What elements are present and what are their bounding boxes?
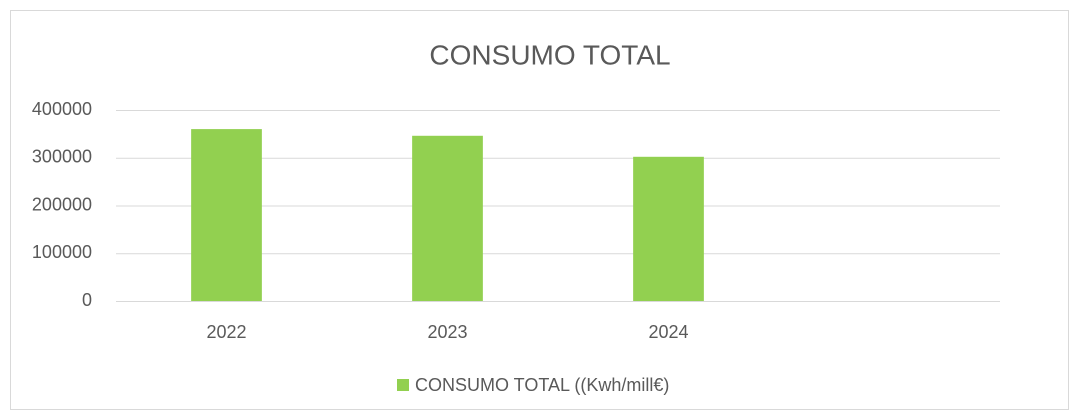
y-tick-label: 0: [82, 290, 92, 310]
legend-swatch: [397, 379, 409, 391]
y-tick-label: 300000: [32, 147, 92, 167]
x-tick-label: 2022: [206, 322, 246, 342]
legend-label: CONSUMO TOTAL ((Kwh/mill€): [415, 375, 669, 395]
bar: [633, 156, 704, 301]
chart-title: CONSUMO TOTAL: [429, 39, 670, 70]
y-tick-label: 400000: [32, 99, 92, 119]
chart-frame: [10, 10, 1069, 410]
y-tick-label: 100000: [32, 242, 92, 262]
bar: [191, 129, 262, 301]
bar: [412, 135, 483, 301]
y-tick-label: 200000: [32, 194, 92, 214]
x-tick-label: 2024: [648, 322, 688, 342]
x-tick-label: 2023: [427, 322, 467, 342]
